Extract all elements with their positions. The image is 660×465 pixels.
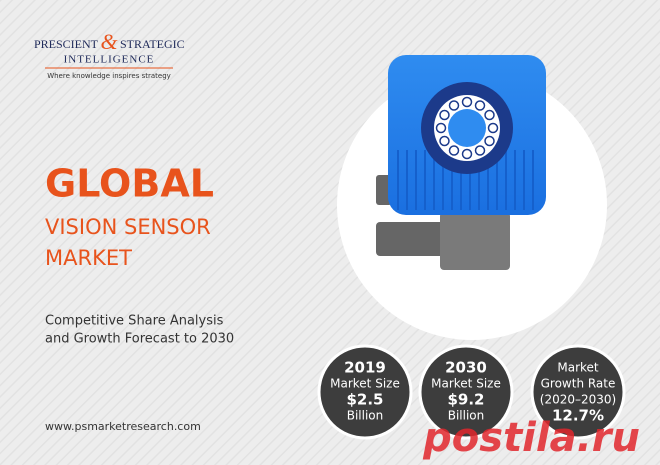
stat-text: (2020–2030) bbox=[540, 393, 616, 407]
lens-dot bbox=[484, 109, 495, 121]
stat-circle bbox=[317, 344, 413, 440]
lens-dot bbox=[461, 148, 473, 160]
stat-text: $2.5 bbox=[346, 391, 383, 409]
lens-dot bbox=[435, 122, 447, 134]
stat-text: 12.7% bbox=[552, 407, 604, 425]
lens-dot bbox=[439, 135, 450, 147]
logo-text: INTELLIGENCE bbox=[64, 54, 155, 66]
headline: MARKET bbox=[45, 246, 132, 270]
logo: PRESCIENT & STRATEGIC INTELLIGENCE Where… bbox=[34, 29, 185, 80]
logo-text: PRESCIENT bbox=[34, 37, 99, 51]
stat-text: Growth Rate bbox=[541, 377, 616, 391]
stat-text: Market Size bbox=[431, 377, 501, 391]
subtitle: Competitive Share Analysis bbox=[45, 314, 224, 329]
stat-text: 2030 bbox=[445, 359, 487, 377]
mount-block bbox=[440, 212, 510, 270]
website: www.psmarketresearch.com bbox=[45, 420, 201, 433]
subtitle: and Growth Forecast to 2030 bbox=[45, 332, 234, 347]
stat-text: Billion bbox=[347, 409, 384, 423]
stat-circle bbox=[418, 344, 514, 440]
lens-dot bbox=[439, 109, 450, 121]
stat-text: 2019 bbox=[344, 359, 386, 377]
illustration bbox=[337, 55, 607, 340]
logo-text: STRATEGIC bbox=[120, 37, 185, 51]
logo-tagline: Where knowledge inspires strategy bbox=[47, 72, 171, 80]
headline: VISION SENSOR bbox=[45, 215, 211, 239]
watermark: postila.ru bbox=[422, 415, 640, 461]
lens-dot bbox=[474, 145, 486, 156]
lens-dot bbox=[487, 122, 499, 134]
headline: GLOBAL bbox=[45, 162, 214, 206]
lens-dot bbox=[474, 100, 486, 111]
stat-text: Market Size bbox=[330, 377, 400, 391]
logo-ampersand: & bbox=[100, 29, 118, 54]
stat-text: Market bbox=[557, 361, 599, 375]
lens-center bbox=[448, 109, 486, 147]
lens-dot bbox=[461, 96, 473, 108]
stat-text: Billion bbox=[448, 409, 485, 423]
mount-arm bbox=[376, 222, 446, 256]
lens-dot bbox=[448, 145, 460, 156]
stat-text: $9.2 bbox=[447, 391, 484, 409]
lens-dot bbox=[484, 135, 495, 147]
lens-dot bbox=[448, 100, 460, 111]
stat-circle bbox=[530, 344, 626, 440]
lens-dots bbox=[435, 96, 499, 160]
